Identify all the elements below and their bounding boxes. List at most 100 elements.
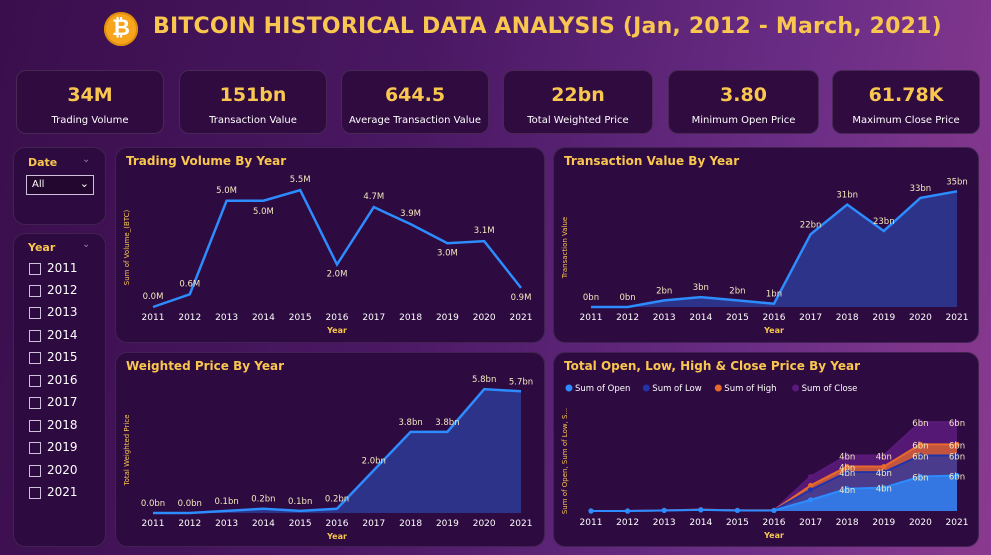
checkbox[interactable] [29,352,41,364]
kpi-label: Transaction Value [209,115,297,126]
data-label: 5.5M [290,175,311,185]
data-label: 0bn [619,293,635,303]
kpi-card-trading-volume[interactable]: 34M Trading Volume [16,70,164,134]
chevron-down-icon[interactable]: ⌄ [82,239,91,250]
x-tick-label: 2018 [399,519,422,529]
data-label: 0.2bn [325,495,349,505]
year-option-label: 2013 [47,305,78,319]
kpi-card-average-transaction-value[interactable]: 644.5 Average Transaction Value [341,70,489,134]
data-label: 35bn [946,177,968,187]
data-point [881,469,887,475]
x-tick-label: 2014 [252,313,275,323]
x-tick-label: 2011 [580,313,603,323]
data-point [808,487,814,493]
date-dropdown[interactable]: All ⌄ [26,175,94,195]
data-point [917,452,923,459]
checkbox[interactable] [29,465,41,477]
x-tick-label: 2014 [252,519,275,529]
date-dropdown-value: All [32,179,45,190]
checkbox[interactable] [29,420,41,432]
x-tick-label: 2019 [436,519,459,529]
weighted-price-chart[interactable]: 2011 2012 2013 2014 2015 2016 2017 2018 2019 2020… [116,353,544,546]
data-label: 6bn [912,452,928,462]
x-tick-label: 2011 [142,313,165,323]
x-tick-label: 2018 [836,313,859,323]
kpi-value: 151bn [219,84,287,106]
data-label: 4bn [839,469,855,479]
legend-marker [714,384,722,392]
x-axis-title: Year [326,326,347,335]
x-tick-label: 2018 [399,313,422,323]
data-point [917,419,923,425]
data-point [844,463,850,470]
checkbox[interactable] [29,330,41,342]
year-option-label: 2016 [47,373,78,387]
transaction-value-chart[interactable]: 2011 2012 2013 2014 2015 2016 2017 2018 2019 2020… [554,148,978,342]
x-tick-label: 2016 [763,313,786,323]
data-label: 5.7bn [509,377,533,387]
x-tick-label: 2013 [215,313,238,323]
data-label: 6bn [949,441,965,451]
kpi-card-transaction-value[interactable]: 151bn Transaction Value [179,70,327,134]
data-point [954,441,960,447]
kpi-label: Average Transaction Value [348,115,482,126]
x-tick-label: 2019 [872,518,895,528]
kpi-card-total-weighted-price[interactable]: 22bn Total Weighted Price [503,70,653,134]
x-tick-label: 2011 [580,518,603,528]
ohlc-chart[interactable]: 2011 2012 2013 2014 2015 2016 2017 2018 2019 2020… [554,353,978,546]
legend-label[interactable]: Sum of Low [652,384,701,394]
x-tick-label: 2020 [909,313,932,323]
checkbox[interactable] [29,307,41,319]
kpi-label: Maximum Close Price [852,115,960,126]
year-option-label: 2018 [47,418,78,432]
x-axis-title: Year [763,531,784,540]
data-label: 0.6M [179,279,200,289]
data-label: 4bn [876,452,892,462]
x-tick-label: 2012 [616,313,639,323]
data-point [917,441,923,447]
data-label: 4bn [876,485,892,495]
data-point [808,497,814,503]
kpi-label: Minimum Open Price [691,115,796,126]
kpi-card-maximum-close-price[interactable]: 61.78K Maximum Close Price [832,70,980,134]
data-point [917,473,923,480]
data-point [954,472,960,479]
legend-label[interactable]: Sum of Close [802,384,858,394]
x-tick-label: 2013 [215,519,238,529]
checkbox[interactable] [29,263,41,275]
series-area [591,475,957,511]
x-axis-title: Year [326,532,347,541]
year-option-label: 2015 [47,350,78,364]
chart-title: Weighted Price By Year [126,359,284,373]
x-tick-label: 2017 [799,313,822,323]
x-tick-label: 2016 [326,519,349,529]
year-slicer-title: Year [28,241,56,254]
chevron-down-icon[interactable]: ⌄ [82,154,91,165]
data-label: 4.7M [363,192,384,202]
series-area [591,191,957,307]
x-tick-label: 2012 [616,518,639,528]
legend-label[interactable]: Sum of Open [575,384,630,394]
data-point [625,508,631,514]
data-point [588,508,594,514]
data-label: 2.0bn [362,456,386,466]
data-label: 4bn [839,486,855,496]
year-option-label: 2014 [47,328,78,342]
dashboard-header: ₿ BITCOIN HISTORICAL DATA ANALYSIS (Jan,… [0,0,991,58]
checkbox[interactable] [29,442,41,454]
data-label: 6bn [912,474,928,484]
x-axis-title: Year [763,326,784,335]
kpi-card-minimum-open-price[interactable]: 3.80 Minimum Open Price [668,70,819,134]
x-tick-label: 2015 [726,313,749,323]
data-label: 6bn [949,419,965,429]
legend-label[interactable]: Sum of High [724,384,776,394]
trading-volume-chart-panel: Trading Volume By Year 2011 2012 2013 2014 2… [115,147,545,343]
data-label: 2bn [729,286,745,296]
trading-volume-chart[interactable]: 2011 2012 2013 2014 2015 2016 2017 2018 2019 2020… [116,148,544,342]
chart-title: Transaction Value By Year [564,154,740,168]
checkbox[interactable] [29,397,41,409]
checkbox[interactable] [29,285,41,297]
data-point [954,452,960,459]
checkbox[interactable] [29,375,41,387]
checkbox[interactable] [29,487,41,499]
